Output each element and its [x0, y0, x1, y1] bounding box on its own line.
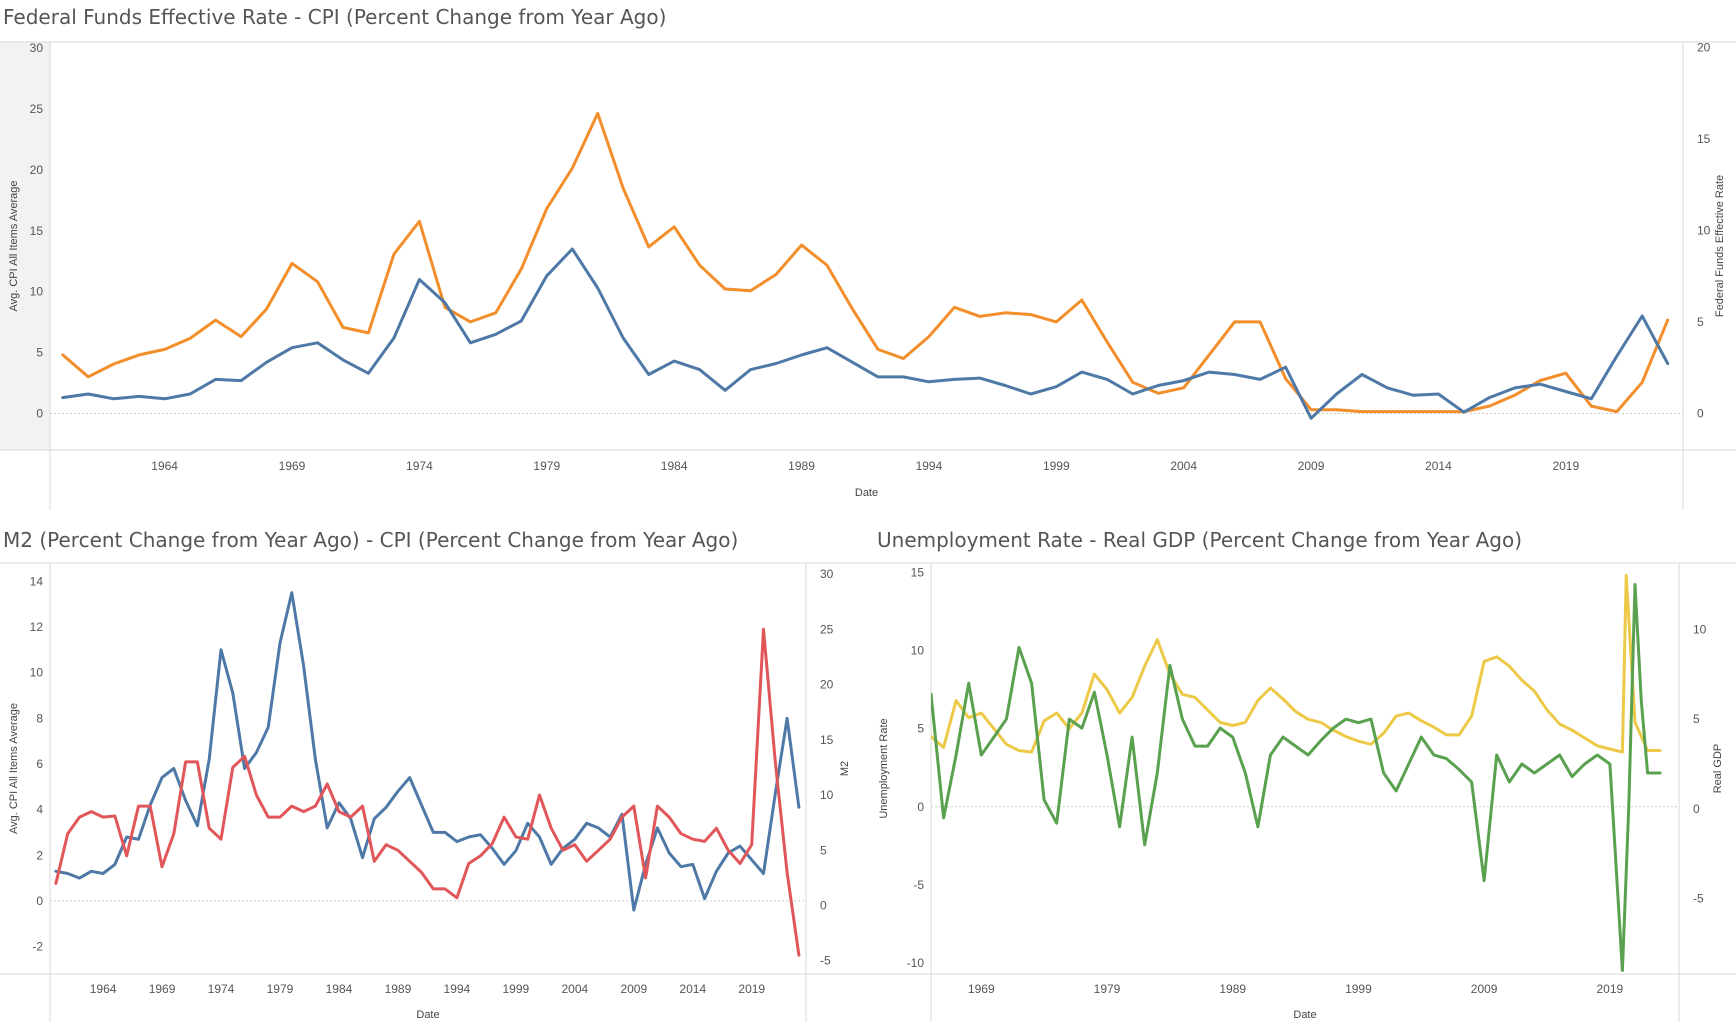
x-tick-label: 1994 [444, 982, 471, 996]
chart-title: Unemployment Rate - Real GDP (Percent Ch… [877, 528, 1523, 552]
series-line-real-gdp[interactable] [931, 583, 1662, 972]
y-left-tick-label: 30 [30, 41, 44, 55]
y-right-tick-label: 5 [1697, 315, 1704, 329]
x-tick-label: 1979 [533, 459, 560, 473]
line-chart-fed-funds-cpi[interactable]: 0 5 10 15 20 25 30 0 5 10 15 20 1964 1969 1974 1979 1984… [0, 0, 1736, 510]
x-axis-title: Date [416, 1009, 439, 1021]
chart-title: Federal Funds Effective Rate - CPI (Perc… [3, 5, 667, 29]
y-right-tick-label: 0 [1697, 406, 1704, 420]
y-left-tick-label: -5 [913, 878, 924, 892]
series-line-avg-cpi-all-items-average[interactable] [61, 247, 1670, 420]
y-right-tick-label: 30 [820, 567, 834, 581]
y-left-tick-label: 25 [30, 102, 44, 116]
x-tick-label: 2009 [1298, 459, 1325, 473]
y-right-tick-label: 10 [820, 788, 834, 802]
y-left-tick-label: 15 [911, 565, 925, 579]
y-left-tick-label: 10 [911, 644, 925, 658]
x-tick-label: 1999 [1345, 982, 1372, 996]
x-tick-label: 2009 [1471, 982, 1498, 996]
x-tick-label: 1979 [267, 982, 294, 996]
y-left-tick-label: 0 [36, 894, 43, 908]
y-left-axis-title: Avg. CPI All Items Average [8, 180, 20, 311]
y-right-tick-label: 15 [820, 733, 834, 747]
y-right-axis-title: M2 [839, 761, 851, 776]
x-tick-label: 1979 [1094, 982, 1121, 996]
x-tick-label: 2014 [1425, 459, 1452, 473]
y-right-tick-label: 10 [1697, 223, 1711, 237]
left-axis-band [0, 42, 50, 450]
y-right-tick-label: 5 [820, 843, 827, 857]
series-line-m2[interactable] [54, 627, 801, 957]
y-left-tick-label: 20 [30, 163, 44, 177]
x-tick-label: 2009 [620, 982, 647, 996]
x-tick-label: 1994 [916, 459, 943, 473]
y-right-tick-label: 20 [820, 678, 834, 692]
y-right-tick-label: 15 [1697, 132, 1711, 146]
y-right-tick-label: 0 [1693, 802, 1700, 816]
x-tick-label: 2014 [679, 982, 706, 996]
y-right-tick-label: 5 [1693, 712, 1700, 726]
y-left-tick-label: 10 [30, 666, 44, 680]
x-tick-label: 1989 [1219, 982, 1246, 996]
y-left-tick-label: 12 [30, 620, 44, 634]
y-left-tick-label: -10 [907, 956, 925, 970]
y-right-tick-label: 10 [1693, 622, 1707, 636]
x-tick-label: 1969 [968, 982, 995, 996]
x-tick-label: 1999 [503, 982, 530, 996]
x-tick-label: 1984 [661, 459, 688, 473]
chart-panel-unemployment-gdp: Unemployment Rate - Real GDP (Percent Ch… [868, 518, 1736, 1022]
y-right-tick-label: -5 [820, 954, 831, 968]
y-left-tick-label: 10 [30, 285, 44, 299]
y-right-tick-label: 25 [820, 622, 834, 636]
y-left-tick-label: 0 [917, 800, 924, 814]
y-left-axis-title: Unemployment Rate [878, 718, 890, 818]
x-tick-label: 1989 [385, 982, 412, 996]
y-left-tick-label: 5 [917, 722, 924, 736]
y-left-tick-label: 5 [36, 346, 43, 360]
x-tick-label: 2019 [1597, 982, 1624, 996]
line-chart-m2-cpi[interactable]: -2 0 2 4 6 8 10 12 14 -5 0 5 10 15 20 25 30 1964 1969 1974 1… [0, 518, 868, 1022]
x-tick-label: 1974 [406, 459, 433, 473]
y-left-tick-label: 6 [36, 757, 43, 771]
x-tick-label: 2004 [561, 982, 588, 996]
x-tick-label: 1969 [149, 982, 176, 996]
y-left-tick-label: 8 [36, 711, 43, 725]
y-left-tick-label: 4 [36, 803, 43, 817]
y-left-tick-label: 2 [36, 848, 43, 862]
series-line-avg-cpi-all-items-average[interactable] [54, 591, 801, 912]
x-axis-title: Date [855, 487, 878, 499]
x-tick-label: 2004 [1170, 459, 1197, 473]
x-tick-label: 2019 [1552, 459, 1579, 473]
x-tick-label: 1989 [788, 459, 815, 473]
chart-panel-fed-funds-cpi: Federal Funds Effective Rate - CPI (Perc… [0, 0, 1736, 510]
line-chart-unemployment-gdp[interactable]: -10 -5 0 5 10 15 -5 0 5 10 1969 1979 1989 1999 2009 201… [868, 518, 1736, 1022]
x-tick-label: 2019 [738, 982, 765, 996]
series-line-unemployment-rate[interactable] [931, 574, 1662, 754]
y-right-axis-title: Real GDP [1712, 744, 1724, 794]
x-tick-label: 1974 [208, 982, 235, 996]
y-right-tick-label: -5 [1693, 892, 1704, 906]
y-right-tick-label: 20 [1697, 40, 1711, 54]
y-right-tick-label: 0 [820, 899, 827, 913]
x-tick-label: 1964 [151, 459, 178, 473]
y-left-tick-label: 14 [30, 574, 44, 588]
series-line-federal-funds-effective-rate[interactable] [61, 111, 1670, 414]
x-tick-label: 1984 [326, 982, 353, 996]
y-right-axis-title: Federal Funds Effective Rate [1714, 175, 1726, 317]
y-left-tick-label: -2 [32, 940, 43, 954]
chart-title: M2 (Percent Change from Year Ago) - CPI … [3, 528, 739, 552]
y-left-tick-label: 0 [36, 406, 43, 420]
x-tick-label: 1964 [90, 982, 117, 996]
x-tick-label: 1999 [1043, 459, 1070, 473]
chart-panel-m2-cpi: M2 (Percent Change from Year Ago) - CPI … [0, 518, 868, 1022]
x-tick-label: 1969 [279, 459, 306, 473]
y-left-tick-label: 15 [30, 224, 44, 238]
y-left-axis-title: Avg. CPI All Items Average [8, 703, 20, 834]
x-axis-title: Date [1293, 1009, 1316, 1021]
